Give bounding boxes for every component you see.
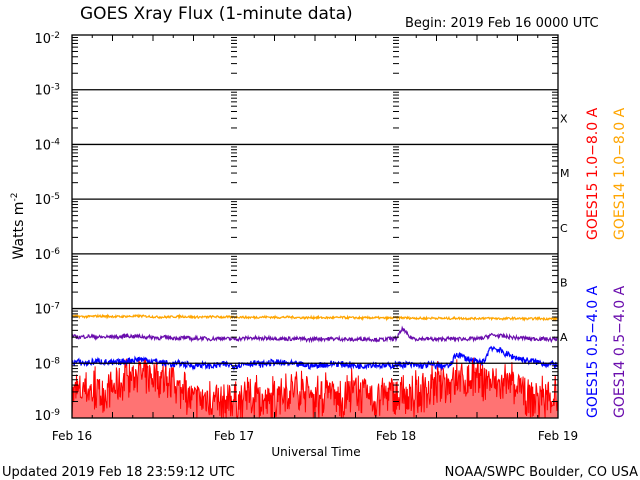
x-tick-label: Feb 18 [376, 429, 416, 443]
series-line-1 [71, 313, 558, 322]
x-axis-title: Universal Time [271, 445, 360, 459]
legend-label: GOES14 1.0−8.0 A [612, 107, 628, 240]
credit-text: NOAA/SWPC Boulder, CO USA [445, 465, 638, 480]
series-line-3 [71, 325, 558, 344]
legend-entry: GOES15 1.0−8.0 A [585, 107, 601, 240]
y-tick-label: 10-2 [34, 31, 60, 47]
x-tick-label: Feb 17 [214, 429, 254, 443]
legend-label: GOES14 0.5−4.0 A [612, 285, 628, 418]
x-tick-label: Feb 16 [52, 429, 92, 443]
flare-class-label: A [560, 331, 568, 344]
legend-entry: GOES14 1.0−8.0 A [612, 107, 628, 240]
y-tick-label: 10-8 [34, 356, 60, 372]
flare-class-label: B [560, 276, 568, 289]
x-tick-label: Feb 19 [538, 429, 578, 443]
y-tick-label: 10-7 [34, 302, 60, 318]
chart-title: GOES Xray Flux (1-minute data) [80, 4, 353, 24]
y-axis-title: Watts m-2 [10, 193, 27, 260]
flare-class-label: X [560, 112, 568, 125]
y-tick-label: 10-9 [34, 408, 60, 424]
updated-timestamp: Updated 2019 Feb 18 23:59:12 UTC [2, 465, 235, 480]
flare-class-label: C [560, 222, 568, 235]
y-tick-label: 10-3 [34, 83, 60, 99]
legend-label: GOES15 0.5−4.0 A [585, 285, 601, 418]
y-tick-label: 10-4 [34, 137, 60, 153]
y-tick-label: 10-6 [34, 247, 60, 263]
legend-entry: GOES15 0.5−4.0 A [585, 285, 601, 418]
begin-time: Begin: 2019 Feb 16 0000 UTC [405, 16, 599, 31]
legend-label: GOES15 1.0−8.0 A [585, 107, 601, 240]
series-fill-0 [72, 357, 558, 418]
y-tick-label: 10-5 [34, 192, 60, 208]
series-line-2 [71, 345, 558, 371]
legend-entry: GOES14 0.5−4.0 A [612, 285, 628, 418]
flare-class-label: M [560, 167, 570, 180]
